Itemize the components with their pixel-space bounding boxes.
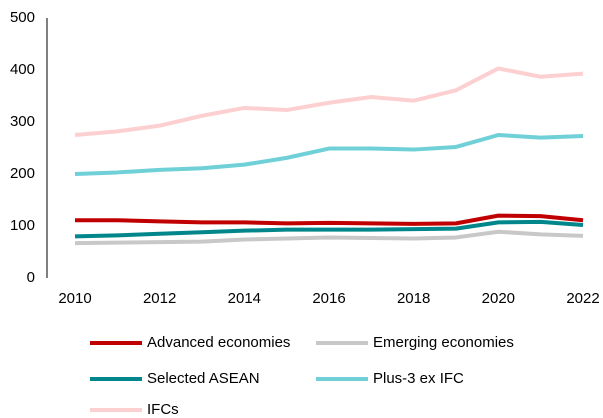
legend-label: Emerging economies [373,334,514,351]
x-tick-label: 2018 [397,290,430,307]
x-tick-label: 2022 [566,290,599,307]
y-tick-label: 0 [27,269,35,286]
legend-label: Plus-3 ex IFC [373,370,464,387]
series-line [75,213,584,226]
legend-label: Advanced economies [147,334,290,351]
series-line [74,66,584,137]
y-tick-label: 400 [10,61,35,78]
x-tick-label: 2010 [58,290,91,307]
series-line [74,229,584,246]
y-tick-label: 200 [10,165,35,182]
y-tick-label: 100 [10,217,35,234]
x-tick-label: 2016 [312,290,345,307]
y-tick-label: 500 [10,9,35,26]
y-tick-label: 300 [10,113,35,130]
x-tick-label: 2020 [482,290,515,307]
x-tick-label: 2014 [228,290,261,307]
x-tick-label: 2012 [143,290,176,307]
series-line [74,133,584,176]
legend-label: Selected ASEAN [147,370,260,387]
series-line [74,219,584,239]
legend-label: IFCs [147,401,179,418]
